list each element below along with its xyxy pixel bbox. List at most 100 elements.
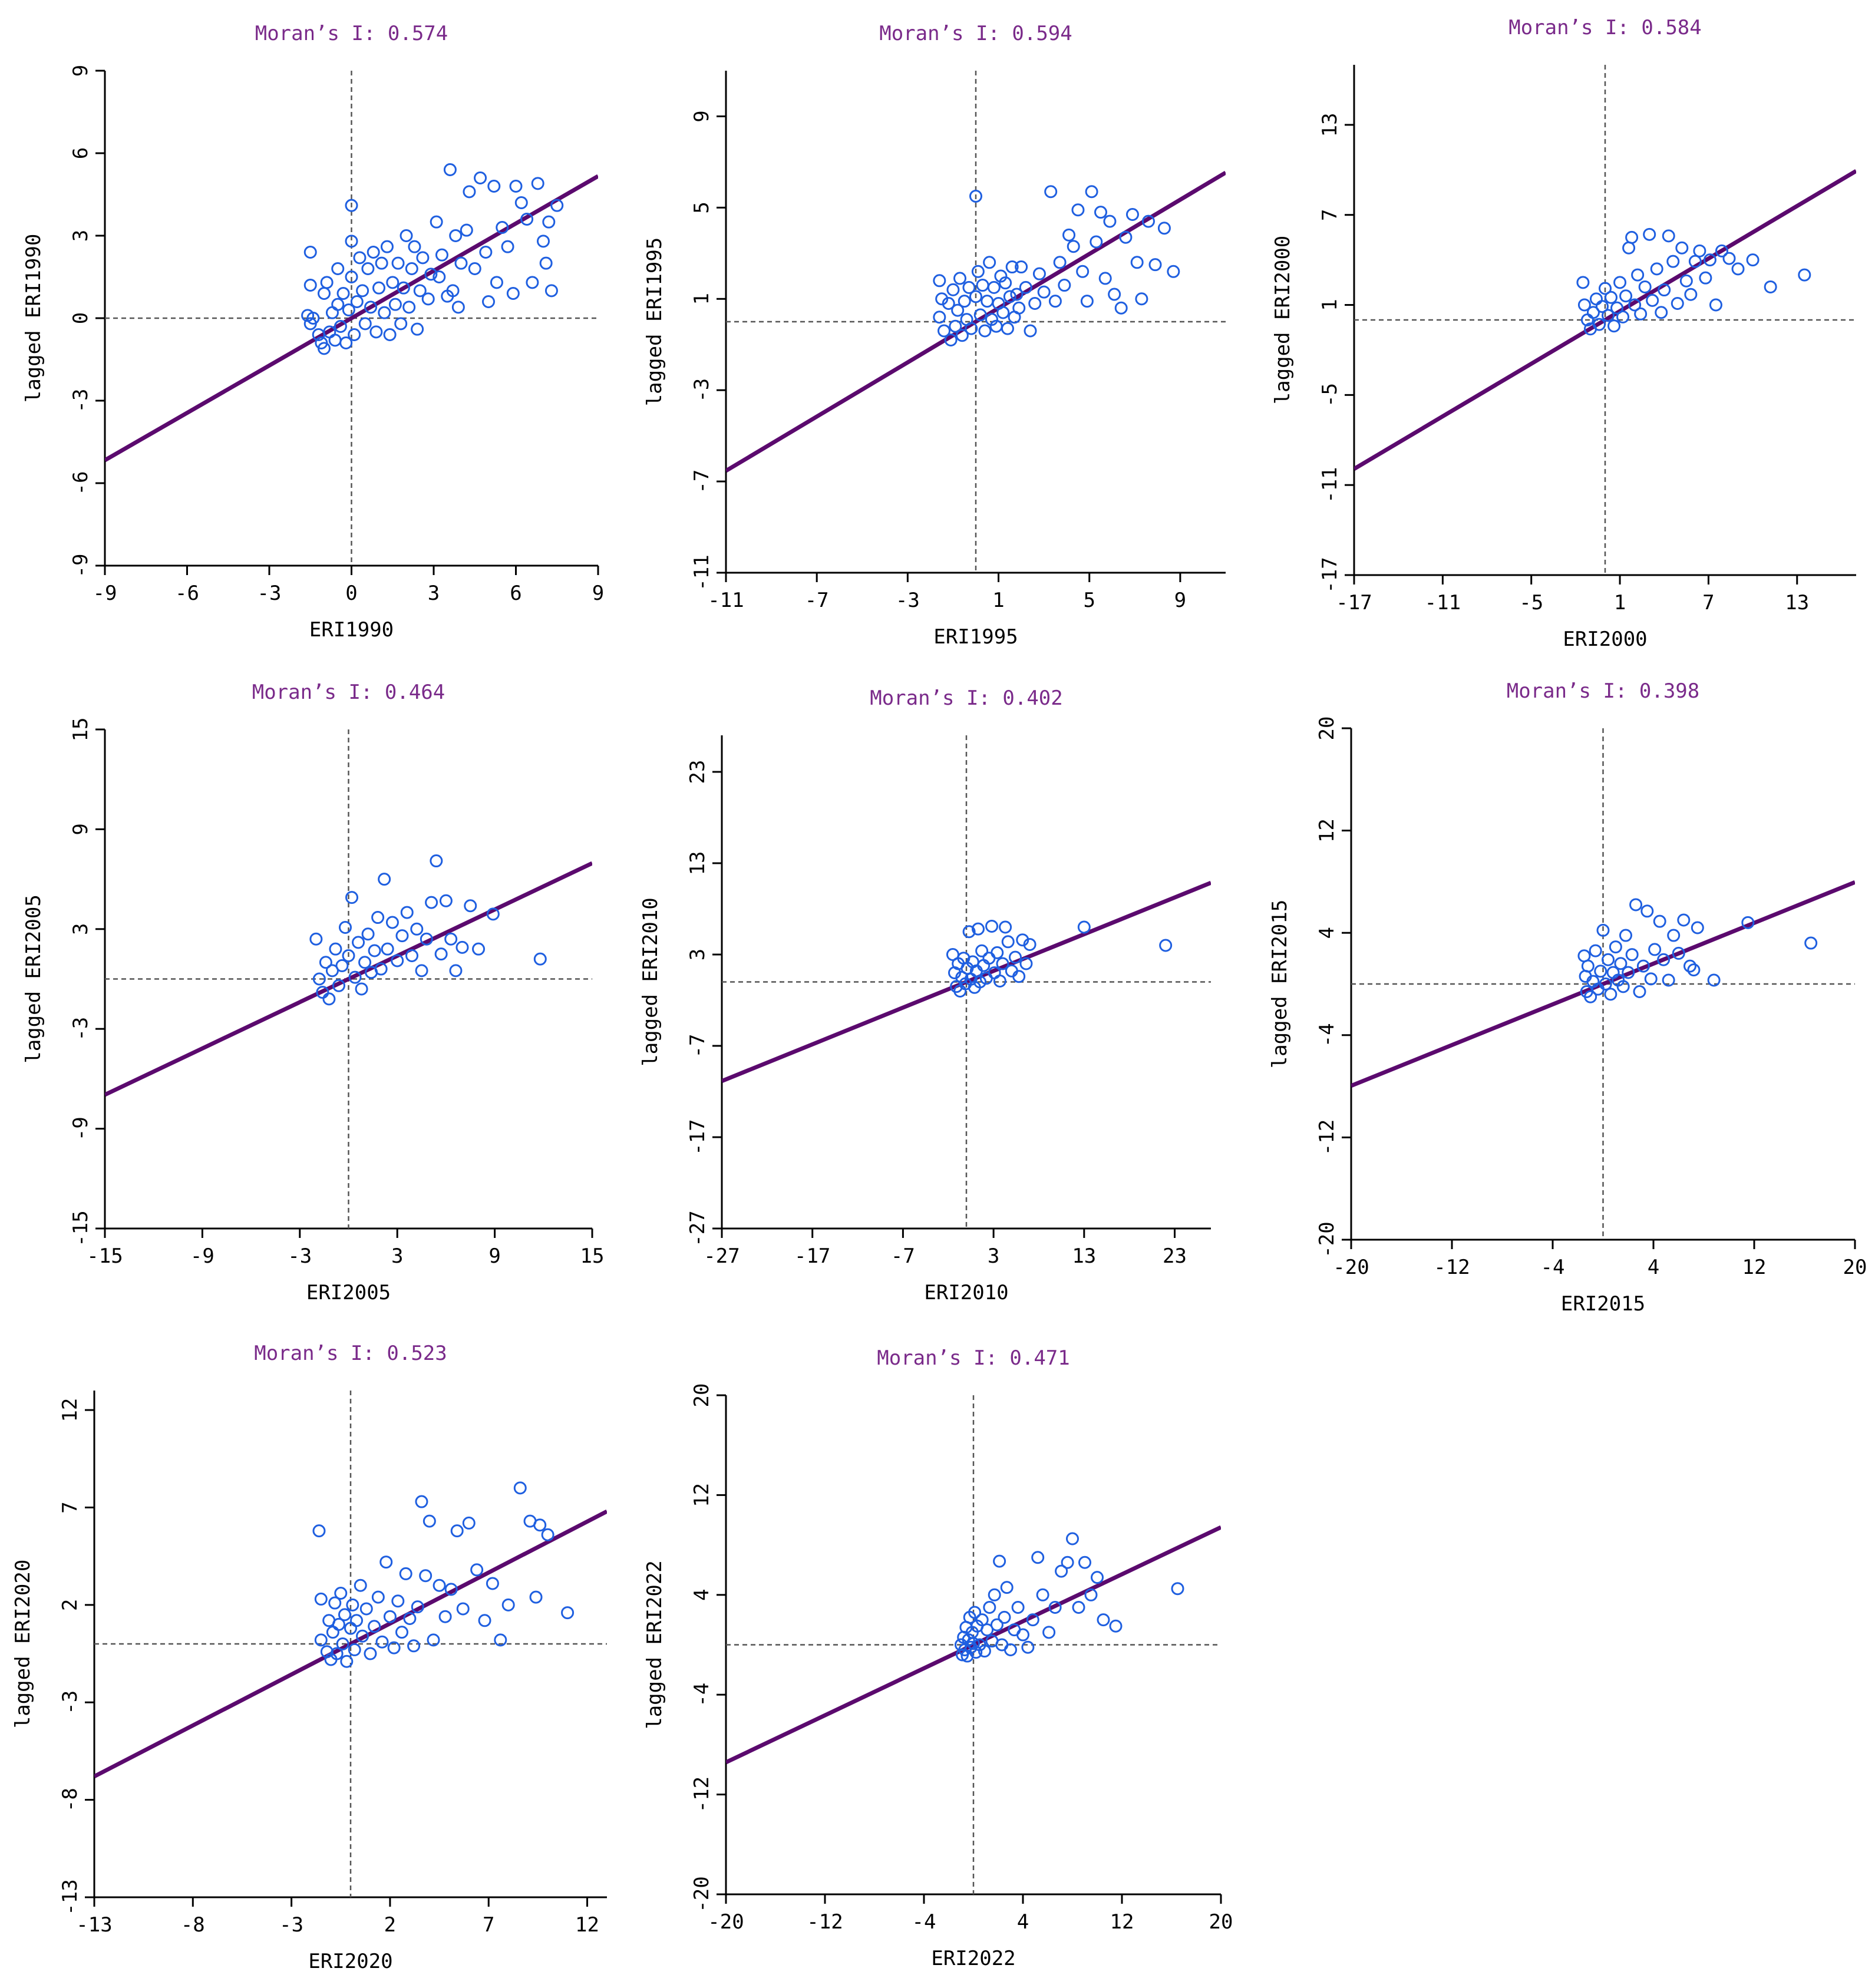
x-tick-label: 20: [1843, 1256, 1867, 1279]
scatter-point: [1622, 241, 1636, 255]
scatter-point: [1576, 276, 1590, 289]
regression-line: [1351, 880, 1855, 1088]
scatter-point: [1076, 265, 1090, 278]
scatter-point: [990, 1618, 1003, 1632]
scatter-point: [424, 268, 438, 281]
chart-panel-eri2022: Moran’s I: 0.471 -20 -12 -4 4 12 20 -20 -12 -4 4 12…: [643, 1346, 1233, 1970]
scatter-point: [446, 284, 460, 298]
scatter-point: [385, 916, 399, 929]
scatter-point: [1001, 322, 1014, 335]
scatter-point: [1094, 206, 1107, 219]
x-tick-label: 3: [988, 1244, 999, 1268]
scatter-point: [1746, 253, 1760, 267]
scatter-point: [520, 213, 534, 226]
scatter-point: [1741, 916, 1755, 929]
scatter-point: [1691, 921, 1704, 934]
scatter-point: [1633, 985, 1646, 999]
scatter-point: [358, 317, 372, 331]
scatter-point: [435, 248, 448, 262]
scatter-point: [425, 896, 438, 909]
scatter-point: [1614, 957, 1628, 970]
x-tick-label: -15: [87, 1244, 123, 1268]
scatter-point: [403, 1612, 417, 1625]
x-tick-label: 12: [1110, 1910, 1134, 1934]
scatter-point: [1135, 292, 1148, 306]
scatter-point: [331, 298, 345, 311]
scatter-point: [411, 1600, 424, 1614]
scatter-point: [1042, 1626, 1056, 1639]
chart-title: Moran’s I: 0.402: [870, 686, 1063, 710]
scatter-point: [1602, 953, 1615, 966]
scatter-point: [1640, 904, 1654, 918]
scatter-point: [407, 1639, 421, 1653]
scatter-point: [1687, 963, 1701, 977]
scatter-point: [1677, 913, 1691, 927]
scatter-point: [316, 986, 329, 999]
scatter-point: [367, 246, 380, 259]
scatter-point: [985, 313, 998, 326]
scatter-point: [544, 284, 558, 298]
scatter-point: [1648, 943, 1662, 956]
scatter-point: [322, 992, 336, 1006]
y-axis-label: lagged ERI2022: [643, 1560, 666, 1729]
y-tick-label: 9: [69, 823, 93, 835]
scatter-point: [1004, 1643, 1017, 1656]
scatter-point: [1631, 268, 1645, 282]
scatter-point: [1021, 1640, 1035, 1654]
y-tick-label: 4: [690, 1589, 714, 1601]
scatter-point: [355, 982, 368, 996]
chart-panel-eri2020: Moran’s I: 0.523 -13 -8 -3 2 7 12 -13 -8 -3 2 7 12 ER…: [11, 1342, 607, 1973]
scatter-point: [946, 283, 960, 296]
scatter-point: [1077, 920, 1091, 934]
scatter-point: [1693, 244, 1706, 257]
scatter-point: [1032, 267, 1046, 280]
y-tick-label: 1: [690, 293, 714, 305]
scatter-point: [983, 256, 996, 269]
scatter-point: [421, 292, 435, 306]
scatter-point: [1589, 292, 1603, 306]
scatter-point: [438, 1610, 452, 1623]
chart-panel-eri1995: Moran’s I: 0.594 -11 -7 -3 1 5 9 -11 -7 -3 1 5 9 ERI1…: [643, 22, 1226, 649]
scatter-point: [969, 290, 982, 303]
x-tick-label: -20: [708, 1910, 744, 1934]
y-tick-label: -20: [1315, 1221, 1339, 1257]
x-tick-label: 3: [428, 582, 440, 605]
scatter-point: [969, 190, 982, 203]
scatter-point: [350, 295, 364, 308]
scatter-point: [514, 196, 528, 209]
y-tick-label: -9: [69, 1117, 93, 1141]
scatter-point: [369, 325, 383, 339]
scatter-point: [413, 284, 427, 298]
scatter-point: [320, 1645, 334, 1659]
scatter-point: [381, 942, 394, 956]
scatter-point: [1709, 298, 1722, 312]
scatter-point: [474, 171, 487, 184]
scatter-point: [405, 949, 419, 962]
scatter-point: [482, 295, 495, 308]
x-tick-label: 12: [575, 1913, 599, 1937]
scatter-point: [987, 280, 1001, 294]
scatter-point: [388, 298, 402, 311]
y-axis-label: lagged ERI2020: [11, 1560, 35, 1729]
regression-line: [105, 174, 598, 463]
y-tick-label: -20: [690, 1876, 714, 1912]
scatter-point: [472, 942, 486, 956]
scatter-point: [1125, 207, 1139, 221]
scatter-point: [391, 954, 404, 967]
y-tick-label: -7: [690, 470, 714, 494]
scatter-point: [1130, 256, 1144, 269]
x-axis-label: ERI1995: [933, 625, 1018, 649]
scatter-point: [312, 972, 326, 986]
scatter-point: [340, 1655, 354, 1668]
scatter-point: [486, 907, 500, 921]
scatter-point: [994, 269, 1008, 283]
scatter-point: [962, 280, 976, 294]
scatter-point: [449, 229, 463, 242]
chart-title: Moran’s I: 0.464: [252, 681, 445, 704]
scatter-point: [1019, 280, 1032, 294]
x-tick-label: 20: [1209, 1910, 1233, 1934]
scatter-point: [949, 319, 962, 333]
scatter-point: [1023, 937, 1036, 951]
scatter-point: [439, 894, 453, 907]
scatter-point: [361, 927, 375, 941]
